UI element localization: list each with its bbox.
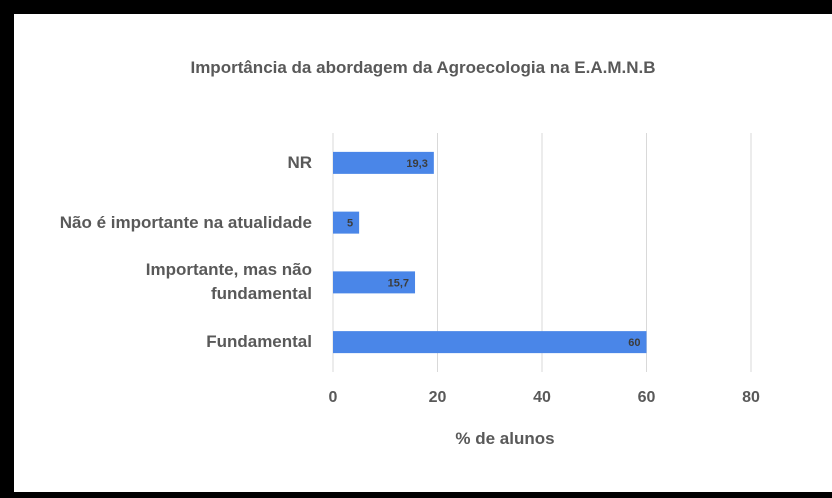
- y-tick-label: Fundamental: [206, 332, 312, 352]
- x-tick-label: 80: [742, 389, 760, 406]
- bar: [333, 331, 647, 354]
- x-tick-label: 20: [429, 389, 447, 406]
- x-tick-label: 60: [638, 389, 656, 406]
- y-tick-label: Não é importante na atualidade: [59, 212, 312, 232]
- x-axis-title: % de alunos: [455, 429, 555, 448]
- x-tick-label: 0: [329, 389, 338, 406]
- data-label: 60: [628, 337, 640, 349]
- chart-frame: [14, 14, 832, 492]
- y-tick-label: Importante, mas não fundamental: [145, 260, 312, 304]
- bar: [333, 151, 434, 174]
- data-label: 15,7: [388, 277, 409, 289]
- data-label: 19,3: [406, 158, 427, 170]
- bar: [333, 211, 360, 234]
- bar: [333, 271, 416, 294]
- chart-title: Importância da abordagem da Agroecologia…: [190, 58, 656, 77]
- y-tick-label: NR: [287, 152, 312, 172]
- data-label: 5: [347, 218, 353, 230]
- x-tick-label: 40: [533, 389, 551, 406]
